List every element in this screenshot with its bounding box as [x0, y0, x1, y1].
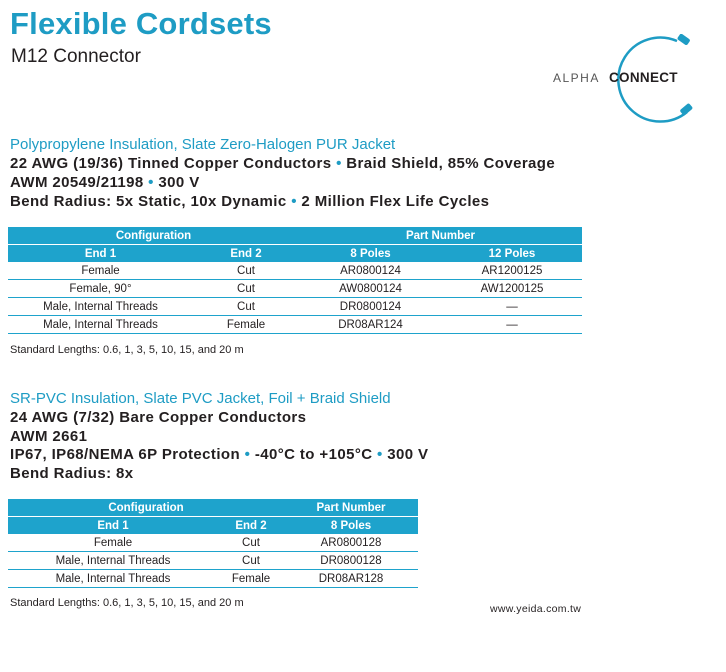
cell: DR0800128	[284, 551, 418, 570]
table-row: Female Cut AR0800128	[8, 534, 418, 552]
col-end1: End 1	[8, 244, 193, 262]
logo-ring-icon	[617, 34, 693, 123]
table-row: Male, Internal Threads Cut DR0800124 —	[8, 297, 582, 316]
cell: Male, Internal Threads	[8, 551, 218, 570]
section2-spec-line2: AWM 2661	[10, 428, 88, 445]
section2-heading: SR-PVC Insulation, Slate PVC Jacket, Foi…	[10, 390, 391, 407]
group-configuration: Configuration	[8, 499, 284, 517]
cell: Cut	[218, 534, 284, 552]
section1-standard-lengths: Standard Lengths: 0.6, 1, 3, 5, 10, 15, …	[10, 344, 244, 356]
page-subtitle: M12 Connector	[11, 46, 141, 67]
cell: Female	[8, 262, 193, 280]
logo-alpha-text: ALPHA	[553, 71, 600, 85]
section2-spec-line4: Bend Radius: 8x	[10, 465, 134, 482]
cell: AR1200125	[442, 262, 582, 280]
cell: DR08AR128	[284, 569, 418, 588]
cell: Cut	[193, 262, 299, 280]
group-configuration: Configuration	[8, 227, 299, 245]
cell: AW1200125	[442, 279, 582, 298]
cell: Male, Internal Threads	[8, 569, 218, 588]
table-column-header: End 1 End 2 8 Poles	[8, 516, 418, 534]
cell: —	[442, 297, 582, 316]
col-end1: End 1	[8, 516, 218, 534]
logo-connect-text: CONNECT	[609, 70, 678, 85]
table-group-header: Configuration Part Number	[8, 227, 582, 245]
col-12-poles: 12 Poles	[442, 244, 582, 262]
table-row: Male, Internal Threads Cut DR0800128	[8, 551, 418, 570]
col-8-poles: 8 Poles	[299, 244, 442, 262]
cell: Male, Internal Threads	[8, 315, 193, 334]
cell: AR0800124	[299, 262, 442, 280]
table-row: Female Cut AR0800124 AR1200125	[8, 262, 582, 280]
page-title: Flexible Cordsets	[10, 6, 272, 41]
group-part-number: Part Number	[284, 499, 418, 517]
cell: Female, 90°	[8, 279, 193, 298]
table-column-header: End 1 End 2 8 Poles 12 Poles	[8, 244, 582, 262]
cell: AW0800124	[299, 279, 442, 298]
section1-part-table: Configuration Part Number End 1 End 2 8 …	[8, 227, 582, 334]
table-row: Female, 90° Cut AW0800124 AW1200125	[8, 279, 582, 298]
col-end2: End 2	[193, 244, 299, 262]
group-part-number: Part Number	[299, 227, 582, 245]
cell: DR08AR124	[299, 315, 442, 334]
cell: Cut	[193, 297, 299, 316]
cell: Cut	[218, 551, 284, 570]
section2-part-table: Configuration Part Number End 1 End 2 8 …	[8, 499, 418, 588]
col-end2: End 2	[218, 516, 284, 534]
section2-standard-lengths: Standard Lengths: 0.6, 1, 3, 5, 10, 15, …	[10, 597, 244, 609]
cell: Female	[193, 315, 299, 334]
section1-spec-line2: AWM 20549/21198 • 300 V	[10, 174, 200, 191]
table-row: Male, Internal Threads Female DR08AR124 …	[8, 315, 582, 334]
section1-spec-line3: Bend Radius: 5x Static, 10x Dynamic • 2 …	[10, 193, 490, 210]
cell: Male, Internal Threads	[8, 297, 193, 316]
col-8-poles: 8 Poles	[284, 516, 418, 534]
section1-heading: Polypropylene Insulation, Slate Zero-Hal…	[10, 136, 396, 153]
table-group-header: Configuration Part Number	[8, 499, 418, 517]
cell: DR0800124	[299, 297, 442, 316]
cell: Female	[8, 534, 218, 552]
cell: AR0800128	[284, 534, 418, 552]
table-row: Male, Internal Threads Female DR08AR128	[8, 569, 418, 588]
cell: —	[442, 315, 582, 334]
section2-spec-line1: 24 AWG (7/32) Bare Copper Conductors	[10, 409, 307, 426]
cell: Cut	[193, 279, 299, 298]
website-url: www.yeida.com.tw	[490, 603, 582, 615]
section1-spec-line1: 22 AWG (19/36) Tinned Copper Conductors …	[10, 155, 556, 172]
alpha-connect-logo: ALPHA CONNECT	[550, 34, 720, 126]
cell: Female	[218, 569, 284, 588]
section2-spec-line3: IP67, IP68/NEMA 6P Protection • -40°C to…	[10, 446, 429, 463]
